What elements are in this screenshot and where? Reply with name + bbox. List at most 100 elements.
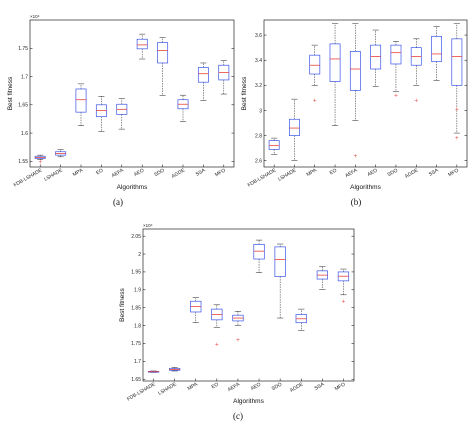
box-aeo: AEO xyxy=(250,239,265,392)
outlier-marker: + xyxy=(236,337,240,343)
x-tick-label: FDB-LSHADE xyxy=(126,381,157,402)
box-aefa: + AEFA xyxy=(344,23,361,179)
box-iqr xyxy=(75,88,87,113)
box-lshade: LSHADE xyxy=(157,367,181,397)
box-eo: EO xyxy=(95,96,107,176)
box-iqr xyxy=(349,51,361,91)
y-tick-label: 3.4 xyxy=(255,58,262,64)
x-tick-label: EO xyxy=(211,381,220,390)
panel-caption: (a) xyxy=(113,197,123,207)
y-tick-label: 1.75 xyxy=(131,341,141,347)
y-tick-label: 2 xyxy=(138,252,141,258)
x-tick-label: AGDE xyxy=(404,167,420,180)
x-tick-label: SSA xyxy=(314,381,326,392)
box-fdb-lshade: FDB-LSHADE xyxy=(247,137,280,189)
panel-b: 2.6 2.8 3 3.2 3.4 3.6 FDB-LSHADE LSHADE + MPA EO + A… xyxy=(241,19,468,207)
x-tick-label: AEFA xyxy=(344,167,359,179)
x-tick-label: MFO xyxy=(214,167,227,178)
y-axis-label: Best fitness xyxy=(241,76,248,110)
y-exponent-label: ×10⁴ xyxy=(143,223,153,228)
box-mpa: MPA xyxy=(72,83,87,178)
outlier-marker: + xyxy=(313,98,317,104)
outlier-marker: + xyxy=(341,299,345,305)
x-tick-label: MPA xyxy=(306,167,319,178)
box-fdb-lshade: FDB-LSHADE xyxy=(126,370,160,403)
panel-caption: (c) xyxy=(233,411,243,421)
box-iqr xyxy=(451,38,463,86)
y-tick-label: 2.6 xyxy=(255,159,262,165)
box-lshade: LSHADE xyxy=(43,149,67,183)
x-tick-label: FDB-LSHADE xyxy=(13,167,44,188)
box-iqr xyxy=(253,244,265,260)
x-tick-label: AEO xyxy=(367,167,379,178)
box-sdo: SDO xyxy=(153,37,169,178)
y-tick-label: 1.55 xyxy=(18,159,28,165)
panel-c: 1.65 1.7 1.75 1.8 1.85 1.9 1.95 2 2.05 ×10⁴ FDB-LS… xyxy=(119,223,355,421)
x-axis-label: Algorithms xyxy=(233,398,264,405)
y-axis-label: Best fitness xyxy=(7,76,14,110)
outlier-marker: + xyxy=(414,98,418,104)
box-iqr xyxy=(268,140,280,150)
box-iqr xyxy=(431,35,442,62)
box-iqr xyxy=(136,38,148,50)
box-iqr xyxy=(274,246,286,277)
box-ssa: SSA xyxy=(314,266,328,392)
box-iqr xyxy=(370,44,382,70)
y-tick-label: 1.7 xyxy=(21,74,28,80)
box-iqr xyxy=(309,54,321,75)
box-iqr xyxy=(329,43,341,82)
box-eo: EO xyxy=(329,23,341,176)
box-sdo: SDO xyxy=(271,243,286,392)
box-lshade: LSHADE xyxy=(277,98,300,183)
x-tick-label: MPA xyxy=(187,381,200,392)
panel-caption: (b) xyxy=(351,197,362,207)
plot-area-frame xyxy=(29,19,235,168)
box-mpa: + MPA xyxy=(306,44,321,178)
box-mfo: MFO xyxy=(214,60,230,178)
outlier-marker: + xyxy=(38,160,42,166)
panel-a: 1.55 1.6 1.65 1.7 1.75 ×10⁴ +FDB-LSHADE LSHADE M… xyxy=(7,14,235,207)
x-tick-label: AEO xyxy=(250,381,262,392)
box-mfo: + MFO xyxy=(334,268,350,392)
box-aefa: AEFA xyxy=(111,98,128,179)
x-axis-label: Algorithms xyxy=(117,184,148,191)
outlier-marker: + xyxy=(455,107,459,113)
y-tick-label: 2.8 xyxy=(255,133,262,139)
y-tick-label: 3.6 xyxy=(255,33,262,39)
x-tick-label: SSA xyxy=(428,167,440,178)
x-tick-label: SDO xyxy=(153,167,165,178)
box-mpa: MPA xyxy=(187,297,202,392)
y-tick-label: 2.05 xyxy=(131,234,141,240)
x-tick-label: EO xyxy=(95,167,104,176)
x-tick-label: SDO xyxy=(271,381,283,392)
y-tick-label: 1.6 xyxy=(21,131,28,137)
y-exponent-label: ×10⁴ xyxy=(30,14,40,19)
box-eo: + EO xyxy=(211,304,223,390)
y-tick-label: 1.7 xyxy=(134,359,141,365)
box-agde: + AGDE xyxy=(404,38,422,180)
x-tick-label: AEFA xyxy=(111,167,126,179)
x-tick-label: AEFA xyxy=(227,381,242,393)
box-aeo: AEO xyxy=(133,33,148,178)
box-ssa: SSA xyxy=(195,62,209,178)
box-iqr xyxy=(197,67,209,83)
x-tick-label: LSHADE xyxy=(277,167,298,183)
x-tick-label: SDO xyxy=(387,167,399,178)
x-tick-label: MFO xyxy=(334,381,347,392)
box-mfo: + + MFO xyxy=(447,23,463,178)
y-tick-label: 1.85 xyxy=(131,305,141,311)
x-tick-label: FDB-LSHADE xyxy=(247,167,278,188)
box-iqr xyxy=(390,44,402,65)
x-tick-label: EO xyxy=(329,167,338,176)
y-tick-label: 1.9 xyxy=(134,288,141,294)
x-tick-label: MFO xyxy=(447,167,460,178)
y-tick-label: 1.65 xyxy=(131,377,141,383)
y-tick-label: 3.2 xyxy=(255,83,262,89)
y-tick-label: 1.65 xyxy=(18,103,28,109)
outlier-marker: + xyxy=(353,153,357,159)
y-axis-label: Best fitness xyxy=(119,287,126,321)
box-iqr xyxy=(289,118,300,136)
x-tick-label: MPA xyxy=(72,167,85,178)
plot-area-frame xyxy=(263,19,468,168)
box-aeo: AEO xyxy=(367,29,382,178)
